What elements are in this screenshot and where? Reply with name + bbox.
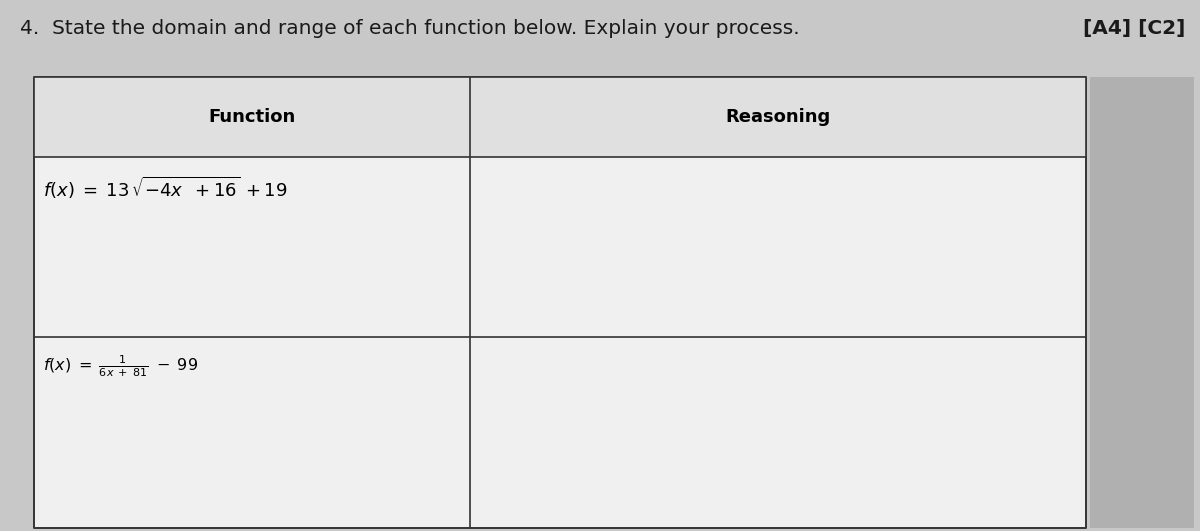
Text: Function: Function (209, 108, 295, 126)
Text: $f(x)\;=\;13\,\sqrt{-4x\;\;+16}\,+19$: $f(x)\;=\;13\,\sqrt{-4x\;\;+16}\,+19$ (43, 175, 288, 201)
Bar (1090, 77, 1194, 528)
Text: Reasoning: Reasoning (726, 108, 830, 126)
Text: $f(x)\;=\;\frac{1}{6x\;+\;81}\;-\;99$: $f(x)\;=\;\frac{1}{6x\;+\;81}\;-\;99$ (43, 353, 198, 379)
Bar (34, 77, 1086, 528)
Text: 4.  State the domain and range of each function below. Explain your process.: 4. State the domain and range of each fu… (20, 19, 800, 38)
Bar (34, 77, 1086, 157)
Text: [A4] [C2]: [A4] [C2] (1084, 19, 1186, 38)
